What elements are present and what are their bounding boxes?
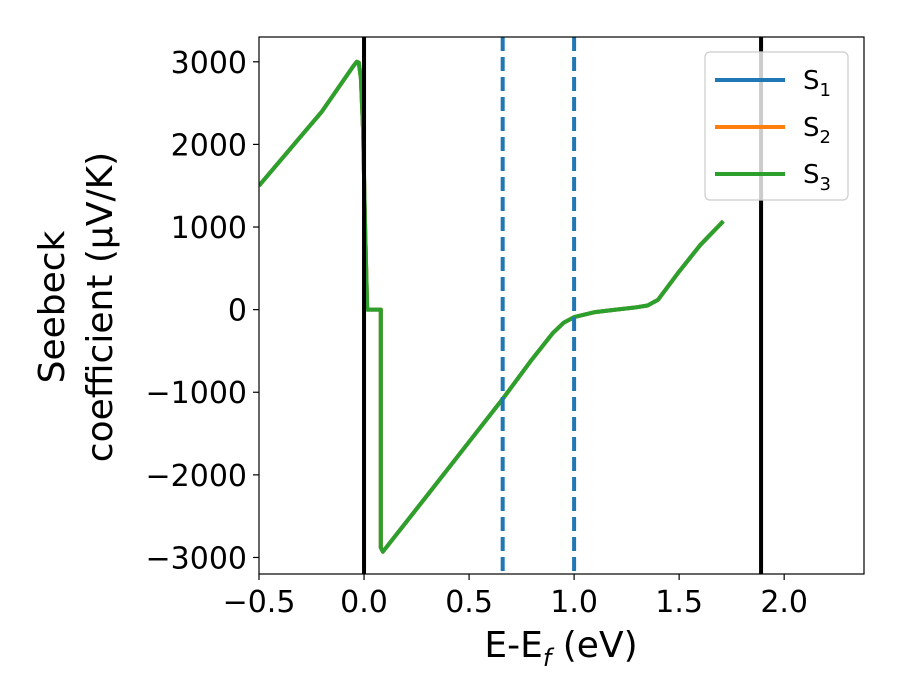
- x-axis-label: E-Ef (eV): [484, 625, 637, 672]
- y-axis-label-line1: Seebeck: [32, 230, 73, 383]
- plot-area: [259, 37, 764, 574]
- y-tick-label: 0: [228, 294, 247, 329]
- x-tick-label: 1.0: [550, 585, 598, 620]
- x-tick-label: 0.5: [445, 585, 493, 620]
- y-axis-label-line2: coefficient (μV/K): [80, 152, 121, 462]
- plot-border: [258, 36, 865, 575]
- y-tick-label: 2000: [171, 128, 247, 163]
- x-tick-label: 1.5: [655, 585, 703, 620]
- y-tick-label: 3000: [171, 46, 247, 81]
- series-line-s2: [259, 59, 725, 554]
- axes-frame: [258, 36, 865, 575]
- series-line-s3: [259, 59, 725, 554]
- legend-label-s1: S1: [803, 66, 831, 101]
- y-axis-label: Seebeck coefficient (μV/K): [32, 152, 121, 462]
- x-tick-label: −0.5: [223, 585, 296, 620]
- legend: S1 S2 S3: [704, 51, 849, 201]
- y-axis-ticks: −3000 −2000 −1000 0 1000 2000 3000: [146, 46, 259, 576]
- x-tick-label: 2.0: [760, 585, 808, 620]
- x-axis-ticks: −0.5 0.0 0.5 1.0 1.5 2.0: [223, 574, 808, 620]
- x-tick-label: 0.0: [340, 585, 388, 620]
- y-tick-label: 1000: [171, 211, 247, 246]
- y-tick-label: −3000: [146, 541, 247, 576]
- legend-label-s2: S2: [803, 113, 831, 148]
- legend-label-s3: S3: [803, 160, 831, 195]
- series-line-s1: [259, 59, 725, 554]
- y-tick-label: −1000: [146, 376, 247, 411]
- y-tick-label: −2000: [146, 459, 247, 494]
